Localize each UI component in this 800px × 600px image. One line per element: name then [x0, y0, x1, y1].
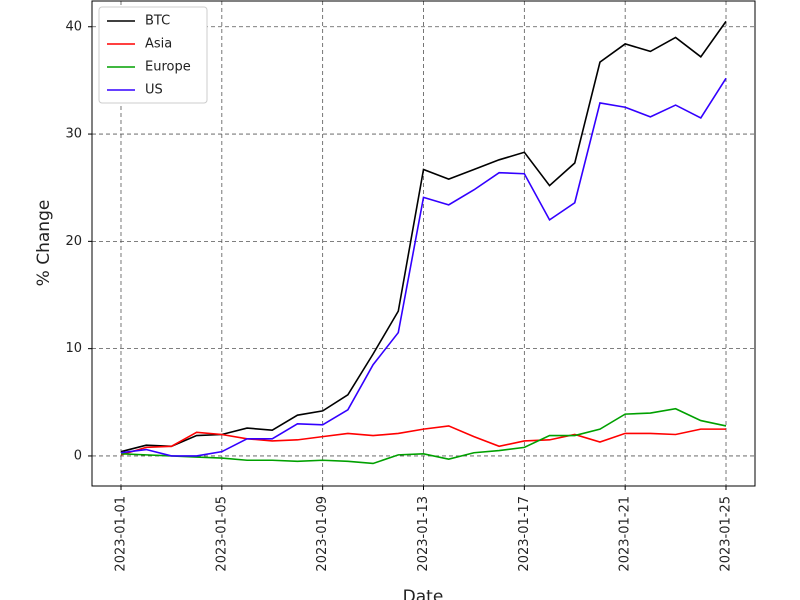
x-tick-label: 2023-01-17	[517, 496, 532, 572]
x-tick-label: 2023-01-09	[315, 496, 330, 572]
series-line	[120, 407, 727, 465]
legend: BTC Asia Europe US	[98, 6, 208, 104]
plot-frame	[91, 0, 756, 487]
legend-label: Europe	[145, 60, 191, 75]
legend-box	[98, 6, 208, 104]
y-tick-label: 0	[74, 448, 82, 463]
x-tick-label: 2023-01-05	[214, 496, 229, 572]
x-tick-label: 2023-01-25	[719, 496, 734, 572]
y-tick-label: 20	[65, 234, 82, 249]
x-tick-label: 2023-01-21	[618, 496, 633, 572]
x-tick-label: 2023-01-01	[113, 496, 128, 572]
y-tick-label: 10	[65, 341, 82, 356]
x-tick-label: 2023-01-13	[416, 496, 431, 572]
legend-label: US	[145, 83, 163, 98]
series-line	[120, 77, 727, 457]
y-axis-label: % Change	[34, 200, 54, 287]
legend-label: Asia	[145, 37, 172, 52]
x-axis-label: Date	[403, 587, 444, 600]
y-tick-label: 40	[65, 19, 82, 34]
legend-label: BTC	[145, 14, 170, 29]
y-tick-label: 30	[65, 127, 82, 142]
series-line	[120, 425, 727, 456]
